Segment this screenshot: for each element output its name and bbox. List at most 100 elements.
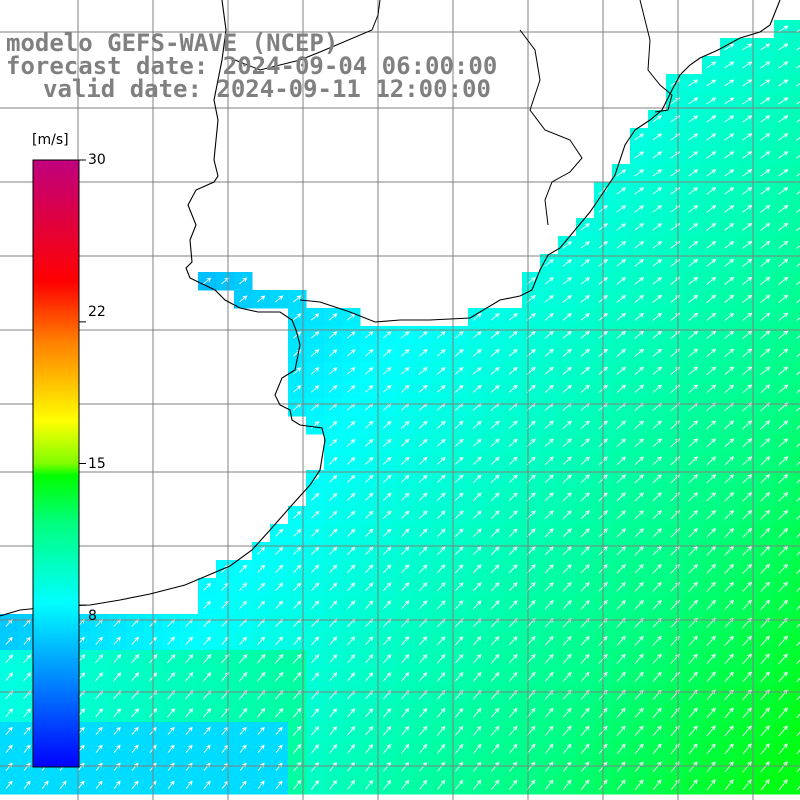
wind-arrow — [454, 743, 464, 754]
wind-arrow — [364, 492, 374, 501]
wind-arrow — [616, 169, 627, 177]
wind-arrow — [724, 492, 734, 502]
wind-arrow — [113, 780, 121, 789]
wind-arrow — [508, 779, 518, 790]
wind-arrow — [688, 133, 699, 141]
wind-arrow — [311, 313, 320, 321]
wind-arrow — [454, 761, 464, 772]
wind-arrow — [311, 385, 320, 393]
wind-arrow — [742, 187, 753, 195]
wind-arrow — [706, 276, 717, 285]
wind-arrow — [328, 456, 338, 465]
wind-arrow — [418, 672, 428, 682]
wind-arrow — [311, 708, 320, 718]
wind-arrow — [239, 564, 248, 573]
wind-arrow — [544, 456, 554, 466]
wind-arrow — [508, 366, 518, 375]
wind-arrow — [77, 780, 85, 789]
wind-arrow — [436, 349, 446, 357]
wind-arrow — [544, 420, 554, 430]
colorbar-tick-label: 22 — [88, 304, 106, 320]
wind-arrow — [616, 438, 626, 448]
wind-arrow — [508, 438, 518, 448]
wind-cell — [792, 20, 800, 39]
wind-arrow — [706, 294, 717, 303]
wind-arrow — [364, 420, 374, 429]
wind-arrow — [634, 241, 645, 249]
wind-arrow — [724, 546, 734, 556]
wind-arrow — [347, 708, 356, 718]
wind-arrow — [562, 546, 572, 556]
wind-arrow — [706, 779, 716, 791]
wind-arrow — [706, 223, 717, 231]
wind-arrow — [311, 510, 320, 519]
wind-arrow — [616, 761, 626, 773]
wind-arrow — [634, 528, 644, 538]
wind-arrow — [293, 313, 302, 321]
wind-arrow — [454, 366, 464, 375]
wind-arrow — [706, 456, 716, 466]
wind-arrow — [796, 389, 800, 394]
wind-arrow — [490, 779, 500, 790]
wind-arrows — [5, 25, 800, 791]
wind-arrow — [328, 438, 338, 447]
wind-arrow — [616, 384, 626, 394]
wind-arrow — [346, 546, 356, 556]
wind-arrow — [167, 708, 176, 718]
wind-arrow — [724, 115, 735, 123]
wind-arrow — [436, 672, 446, 682]
wind-arrow — [454, 582, 464, 592]
wind-arrow — [454, 600, 464, 610]
wind-arrow — [562, 779, 572, 790]
wind-arrow — [616, 187, 627, 195]
wind-arrow — [275, 636, 284, 646]
wind-arrow — [634, 205, 645, 213]
wind-arrow — [724, 510, 734, 520]
wind-arrow — [328, 510, 338, 519]
wind-arrow — [328, 474, 338, 483]
wind-arrow — [724, 743, 734, 755]
wind-arrow — [400, 331, 410, 339]
wind-arrow — [382, 367, 392, 375]
wind-arrow — [634, 582, 644, 592]
wind-arrow — [616, 330, 626, 339]
wind-arrow — [419, 761, 428, 772]
wind-arrow — [275, 295, 284, 303]
wind-arrow — [688, 384, 698, 394]
wind-arrow — [490, 420, 500, 429]
wind-arrow — [436, 331, 446, 339]
wind-arrow — [778, 169, 789, 177]
wind-arrow — [275, 564, 284, 574]
wind-arrow — [580, 295, 590, 303]
wind-arrow — [311, 546, 320, 556]
wind-arrow — [311, 726, 320, 736]
wind-arrow — [311, 564, 320, 574]
wind-arrow — [724, 348, 735, 358]
wind-cell — [792, 524, 800, 543]
wind-arrow — [742, 510, 752, 520]
wind-arrow — [724, 151, 735, 159]
wind-arrow — [544, 546, 554, 556]
wind-arrow — [706, 528, 716, 538]
wind-arrow — [562, 330, 572, 339]
wind-arrow — [490, 653, 500, 664]
wind-arrow — [778, 743, 788, 755]
wind-arrow — [508, 725, 518, 736]
wind-arrow — [329, 672, 338, 682]
wind-arrow — [616, 312, 626, 321]
wind-arrow — [365, 654, 374, 664]
wind-arrow — [293, 636, 302, 646]
wind-arrow — [634, 635, 644, 646]
wind-arrow — [616, 366, 626, 375]
wind-arrow — [688, 259, 699, 267]
wind-arrow — [652, 294, 663, 303]
wind-arrow — [490, 564, 500, 574]
wind-arrow — [113, 672, 122, 682]
wind-arrow — [796, 641, 800, 647]
wind-arrow — [185, 726, 193, 735]
wind-cell — [792, 128, 800, 147]
wind-arrow — [778, 456, 789, 466]
wind-arrow — [616, 707, 626, 718]
wind-arrow — [293, 510, 302, 519]
wind-arrow — [436, 420, 446, 429]
